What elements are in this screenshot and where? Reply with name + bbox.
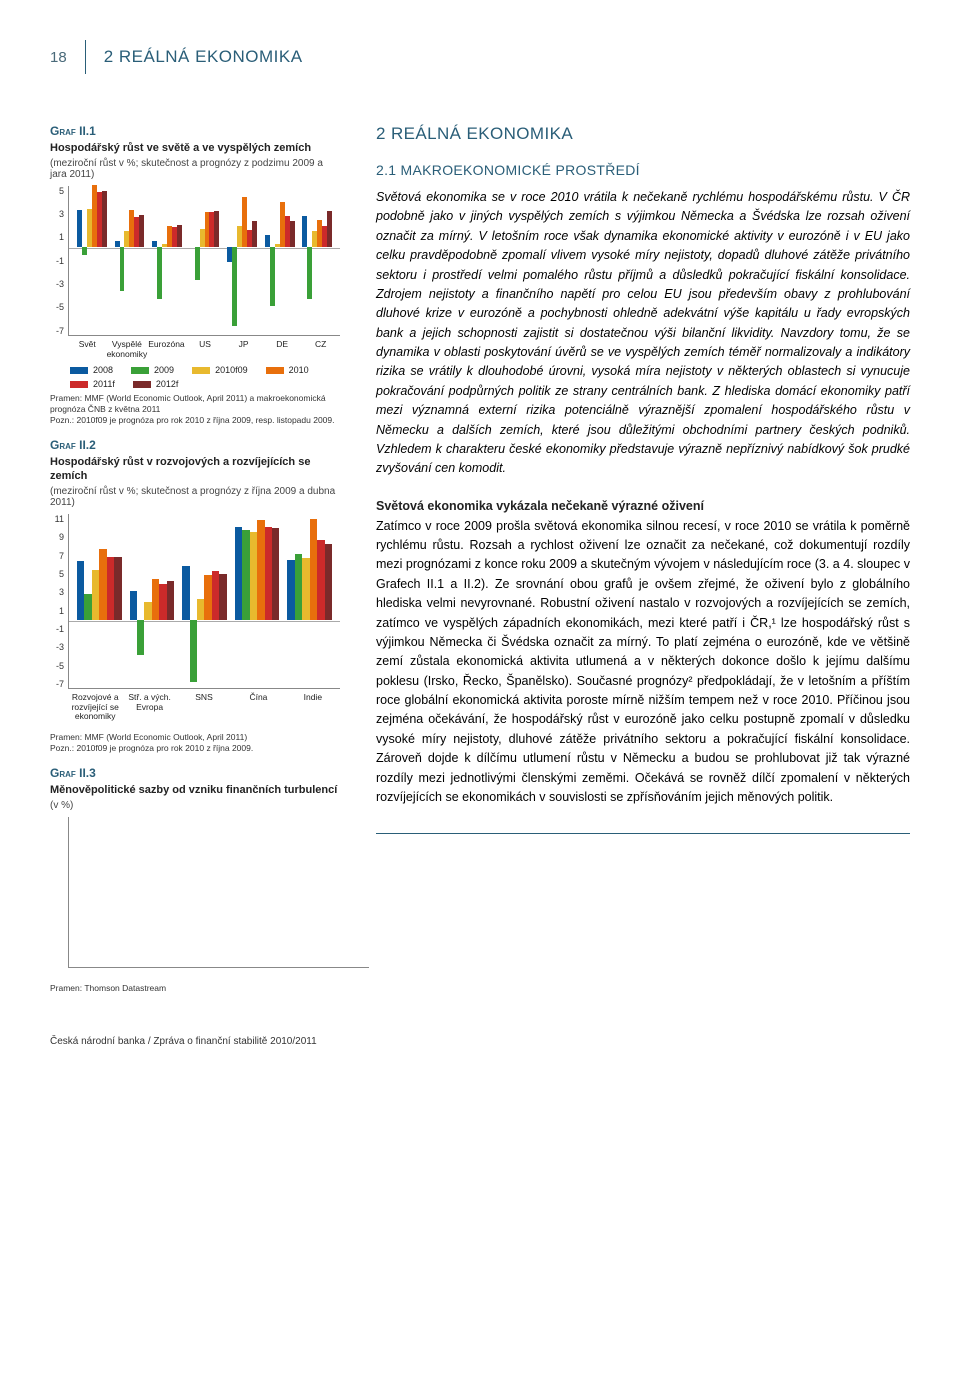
graf-3: Graf II.3 Měnověpolitické sazby od vznik… <box>50 766 340 994</box>
bar <box>212 571 219 620</box>
graf-1-body <box>68 186 340 336</box>
bar <box>99 549 106 620</box>
bar <box>265 235 270 248</box>
bar <box>232 247 237 326</box>
section-title-top: 2 REÁLNÁ EKONOMIKA <box>104 47 303 67</box>
graf-2: Graf II.2 Hospodářský růst v rozvojových… <box>50 438 340 754</box>
bar <box>287 560 294 620</box>
bar <box>317 540 324 620</box>
bar <box>325 544 332 620</box>
graf-3-svg <box>68 817 369 968</box>
bar <box>270 247 275 306</box>
bar <box>152 579 159 620</box>
graf-2-source: Pramen: MMF (World Economic Outlook, Apr… <box>50 732 340 754</box>
graf-1-label: Graf II.1 <box>50 124 340 138</box>
bar <box>102 191 107 247</box>
graf-1: Graf II.1 Hospodářský růst ve světě a ve… <box>50 124 340 426</box>
right-section-title: 2 REÁLNÁ EKONOMIKA <box>376 124 910 144</box>
bar <box>302 558 309 620</box>
bar <box>219 574 226 620</box>
bar <box>242 530 249 619</box>
graf-1-source: Pramen: MMF (World Economic Outlook, Apr… <box>50 393 340 426</box>
bar <box>204 575 211 620</box>
graf-3-source: Pramen: Thomson Datastream <box>50 983 340 994</box>
bar <box>235 527 242 620</box>
bar <box>252 221 257 247</box>
bar <box>137 620 144 655</box>
bar <box>272 528 279 620</box>
bar <box>197 599 204 619</box>
bar <box>214 211 219 247</box>
bar <box>307 247 312 298</box>
bar <box>290 221 295 247</box>
graf-2-subtitle: (meziroční růst v %; skutečnost a prognó… <box>50 486 340 508</box>
graf-1-xlabels: SvětVyspělé ekonomikyEurozónaUSJPDECZ <box>68 340 340 360</box>
bar <box>120 247 125 291</box>
bar <box>182 566 189 619</box>
graf-1-yticks: 531-1-3-5-7 <box>50 186 64 336</box>
graf-2-yticks: 1197531-1-3-5-7 <box>50 514 64 689</box>
graf-3-label: Graf II.3 <box>50 766 340 780</box>
bar <box>195 247 200 280</box>
bar <box>139 215 144 248</box>
page-number: 18 <box>50 49 67 66</box>
graf-1-legend: 200820092010f0920102011f2012f <box>70 365 340 389</box>
bar <box>265 527 272 620</box>
bar <box>157 247 162 298</box>
graf-3-yticks <box>50 817 64 975</box>
right-para-2-head: Světová ekonomika vykázala nečekaně výra… <box>376 499 910 513</box>
bar <box>310 519 317 620</box>
bar <box>107 557 114 620</box>
footnote-divider <box>376 833 910 834</box>
bar <box>257 520 264 620</box>
bar <box>327 211 332 247</box>
bar <box>302 216 307 247</box>
graf-2-title: Hospodářský růst v rozvojových a rozvíje… <box>50 456 340 484</box>
bar <box>295 554 302 620</box>
header-divider <box>85 40 86 74</box>
page-header: 18 2 REÁLNÁ EKONOMIKA <box>50 40 910 74</box>
bottom-source: Česká národní banka / Zpráva o finanční … <box>50 1036 910 1047</box>
bar <box>130 591 137 620</box>
bar <box>77 210 82 248</box>
bar <box>92 570 99 620</box>
graf-1-subtitle: (meziroční růst v %; skutečnost a prognó… <box>50 158 340 180</box>
right-para-1: Světová ekonomika se v roce 2010 vrátila… <box>376 188 910 479</box>
right-para-2: Zatímco v roce 2009 prošla světová ekono… <box>376 517 910 808</box>
graf-1-title: Hospodářský růst ve světě a ve vyspělých… <box>50 142 340 156</box>
graf-2-xlabels: Rozvojové a rozvíjející se ekonomikyStř.… <box>68 693 340 722</box>
graf-3-subtitle: (v %) <box>50 800 340 811</box>
bar <box>114 557 121 620</box>
bar <box>250 532 257 620</box>
bar <box>190 620 197 682</box>
bar <box>144 602 151 620</box>
bar <box>84 594 91 620</box>
graf-2-body <box>68 514 340 689</box>
bar <box>82 247 87 255</box>
bar <box>167 581 174 620</box>
graf-3-title: Měnověpolitické sazby od vzniku finanční… <box>50 784 340 798</box>
graf-2-label: Graf II.2 <box>50 438 340 452</box>
bar <box>177 225 182 248</box>
right-subhead: 2.1 MAKROEKONOMICKÉ PROSTŘEDÍ <box>376 162 910 178</box>
bar <box>77 561 84 620</box>
bar <box>159 584 166 620</box>
